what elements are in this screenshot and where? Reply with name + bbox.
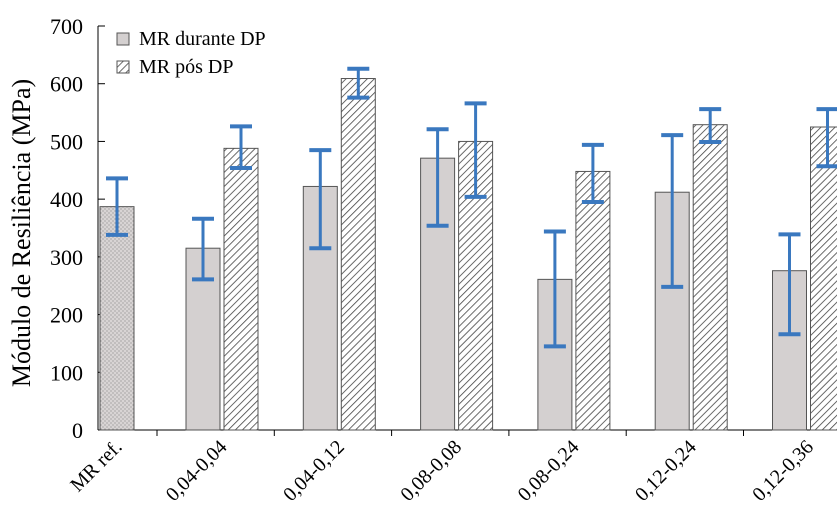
x-tick-label: MR ref. [66, 436, 126, 496]
x-tick-label: 0,04-0,04 [162, 436, 232, 506]
bar-pos-4 [576, 171, 610, 430]
x-tick-label: 0,12-0,24 [631, 436, 701, 506]
x-tick-label: 0,08-0,08 [396, 436, 466, 506]
y-tick-label: 700 [50, 14, 83, 39]
y-tick-label: 100 [50, 360, 83, 385]
legend: MR durante DP MR pós DP [117, 28, 266, 78]
bar-pos-2 [341, 79, 375, 430]
bar-pos-6 [811, 127, 837, 430]
y-axis-label: Módulo de Resiliência (MPa) [7, 79, 36, 387]
bar-pos-5 [693, 125, 727, 430]
x-tick-label: 0,12-0,36 [748, 436, 818, 506]
y-tick-label: 300 [50, 245, 83, 270]
plot-area: 0 100 200 300 400 500 600 700 MR ref. 0,04-0,04 0,… [50, 14, 837, 506]
x-tick-label: 0,04-0,12 [279, 436, 349, 506]
bar-pos-1 [224, 148, 258, 430]
y-tick-label: 0 [72, 418, 83, 443]
y-tick-label: 200 [50, 303, 83, 328]
legend-label-pos: MR pós DP [139, 56, 233, 78]
y-tick-label: 500 [50, 129, 83, 154]
y-tick-label: 400 [50, 187, 83, 212]
bar-mr-ref [100, 207, 134, 430]
x-tick-label: 0,08-0,24 [514, 436, 584, 506]
y-tick-label: 600 [50, 72, 83, 97]
legend-swatch-pos [117, 61, 129, 73]
legend-label-durante: MR durante DP [139, 28, 266, 50]
legend-swatch-durante [117, 33, 129, 45]
